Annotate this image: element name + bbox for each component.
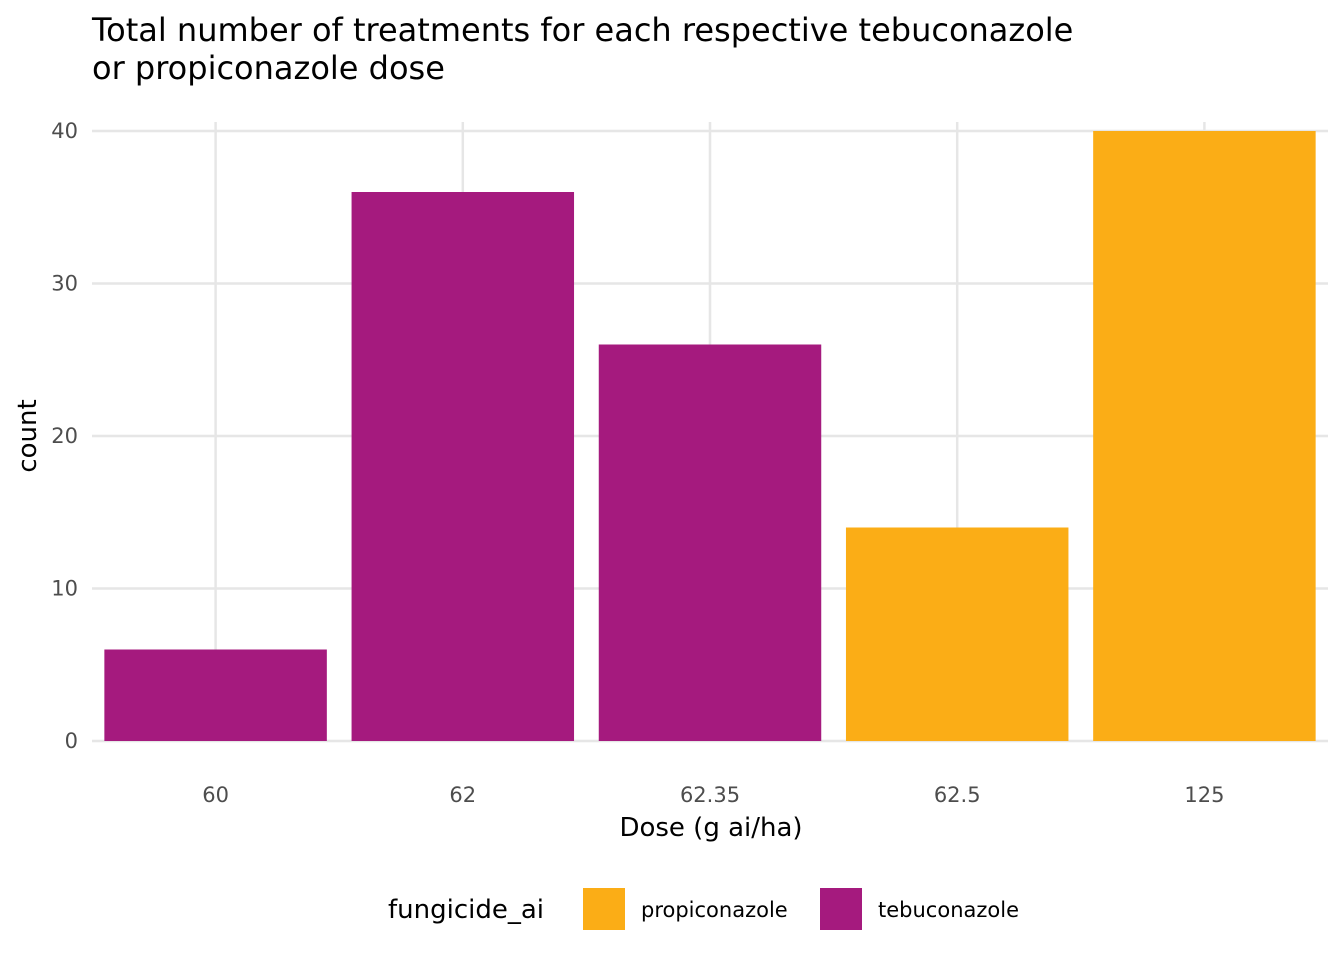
y-axis-title: count [13,399,43,472]
x-axis-title: Dose (g ai/ha) [619,813,802,843]
legend: fungicide_ai propiconazole tebuconazole [388,888,1019,930]
chart-title-line-1: Total number of treatments for each resp… [91,11,1073,49]
bar-60 [104,649,327,741]
bar-125 [1093,131,1316,741]
bar-62 [351,192,575,741]
legend-swatch-propiconazole [583,888,625,930]
y-tick-label-30: 30 [51,272,78,296]
x-axis-tick-labels: 60 62 62.35 62.5 125 [202,783,1224,807]
chart-title-group: Total number of treatments for each resp… [91,11,1073,87]
legend-label-tebuconazole: tebuconazole [878,898,1019,922]
legend-label-propiconazole: propiconazole [641,898,788,922]
x-tick-label-125: 125 [1184,783,1224,807]
y-tick-label-0: 0 [65,729,78,753]
bar-62.5 [845,527,1069,741]
x-tick-label-62.35: 62.35 [680,783,740,807]
x-tick-label-60: 60 [202,783,229,807]
legend-title: fungicide_ai [388,895,544,925]
y-tick-label-10: 10 [51,577,78,601]
legend-swatch-tebuconazole [820,888,862,930]
y-tick-label-20: 20 [51,424,78,448]
y-axis-tick-labels: 0 10 20 30 40 [51,119,78,753]
bar-62.35 [598,344,822,741]
x-tick-label-62.5: 62.5 [934,783,981,807]
y-tick-label-40: 40 [51,119,78,143]
chart-title-line-2: or propiconazole dose [92,49,445,87]
bars [104,131,1316,741]
x-tick-label-62: 62 [449,783,476,807]
